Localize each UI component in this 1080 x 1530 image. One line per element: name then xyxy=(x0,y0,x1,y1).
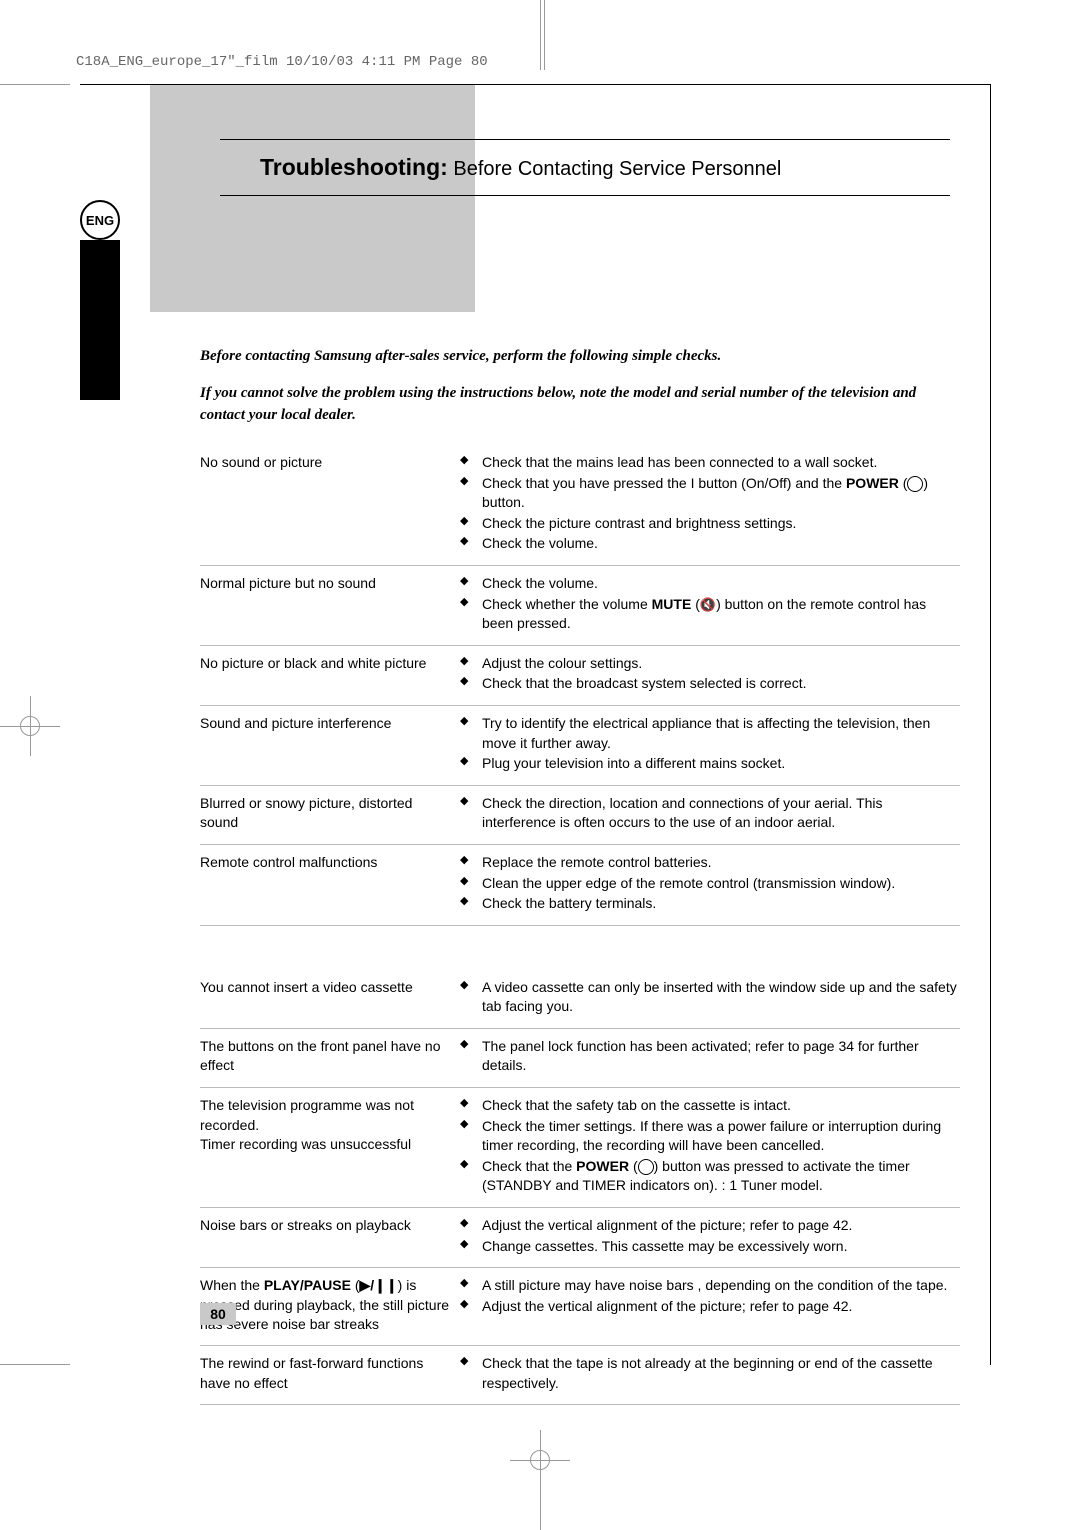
solutions-cell: Try to identify the electrical appliance… xyxy=(460,714,960,775)
solutions-cell: The panel lock function has been activat… xyxy=(460,1037,960,1077)
solution-item: Check the picture contrast and brightnes… xyxy=(460,514,960,534)
solutions-cell: Check that the mains lead has been conne… xyxy=(460,453,960,555)
solution-item: Plug your television into a different ma… xyxy=(460,754,960,774)
solution-item: Adjust the vertical alignment of the pic… xyxy=(460,1216,960,1236)
solution-item: Check that the tape is not already at th… xyxy=(460,1354,960,1393)
solution-item: Check whether the volume MUTE (🔇) button… xyxy=(460,595,960,634)
solution-item: The panel lock function has been activat… xyxy=(460,1037,960,1076)
problem-cell: No sound or picture xyxy=(200,453,460,555)
table-row: Normal picture but no soundCheck the vol… xyxy=(200,566,960,646)
solutions-cell: Check the volume.Check whether the volum… xyxy=(460,574,960,635)
table-row: When the PLAY/PAUSE (▶/❙❙) is pressed du… xyxy=(200,1268,960,1346)
intro-text: Before contacting Samsung after-sales se… xyxy=(200,345,950,427)
table-row: You cannot insert a video cassetteA vide… xyxy=(200,970,960,1029)
problem-cell: The buttons on the front panel have no e… xyxy=(200,1037,460,1077)
intro-line2: If you cannot solve the problem using th… xyxy=(200,382,950,427)
page-frame: ENG Troubleshooting: Before Contacting S… xyxy=(80,84,991,1365)
solution-item: A video cassette can only be inserted wi… xyxy=(460,978,960,1017)
language-badge: ENG xyxy=(80,200,120,240)
solution-item: Adjust the vertical alignment of the pic… xyxy=(460,1297,960,1317)
problem-cell: Noise bars or streaks on playback xyxy=(200,1216,460,1257)
solution-item: Check that the broadcast system selected… xyxy=(460,674,960,694)
table-row: The television programme was not recorde… xyxy=(200,1088,960,1208)
problem-cell: Sound and picture interference xyxy=(200,714,460,775)
solutions-cell: Check that the safety tab on the cassett… xyxy=(460,1096,960,1197)
intro-line1: Before contacting Samsung after-sales se… xyxy=(200,345,950,368)
solution-item: Check the volume. xyxy=(460,534,960,554)
solutions-cell: Adjust the vertical alignment of the pic… xyxy=(460,1216,960,1257)
problem-cell: Blurred or snowy picture, distorted soun… xyxy=(200,794,460,834)
solution-item: Check that the mains lead has been conne… xyxy=(460,453,960,473)
page-title: Troubleshooting: Before Contacting Servi… xyxy=(220,139,950,196)
table-row: Remote control malfunctionsReplace the r… xyxy=(200,845,960,926)
solution-item: Check that you have pressed the I button… xyxy=(460,474,960,513)
solution-item: Change cassettes. This cassette may be e… xyxy=(460,1237,960,1257)
problem-cell: Normal picture but no sound xyxy=(200,574,460,635)
solutions-cell: Adjust the colour settings.Check that th… xyxy=(460,654,960,695)
solution-item: Check the volume. xyxy=(460,574,960,594)
solution-item: Clean the upper edge of the remote contr… xyxy=(460,874,960,894)
problem-cell: Remote control malfunctions xyxy=(200,853,460,915)
solutions-cell: Replace the remote control batteries.Cle… xyxy=(460,853,960,915)
problem-cell: No picture or black and white picture xyxy=(200,654,460,695)
page-number: 80 xyxy=(200,1303,236,1325)
problem-cell: The television programme was not recorde… xyxy=(200,1096,460,1197)
table-row: Noise bars or streaks on playbackAdjust … xyxy=(200,1208,960,1268)
solution-item: Try to identify the electrical appliance… xyxy=(460,714,960,753)
title-bold: Troubleshooting: xyxy=(260,154,448,180)
solutions-cell: A still picture may have noise bars , de… xyxy=(460,1276,960,1335)
solutions-cell: Check that the tape is not already at th… xyxy=(460,1354,960,1394)
table-row: Blurred or snowy picture, distorted soun… xyxy=(200,786,960,845)
gray-corner-block xyxy=(150,85,475,312)
file-header: C18A_ENG_europe_17"_film 10/10/03 4:11 P… xyxy=(76,54,488,70)
title-rest: Before Contacting Service Personnel xyxy=(448,158,782,180)
solution-item: Replace the remote control batteries. xyxy=(460,853,960,873)
table-row: Sound and picture interferenceTry to ide… xyxy=(200,706,960,786)
solution-item: Adjust the colour settings. xyxy=(460,654,960,674)
solution-item: Check the direction, location and connec… xyxy=(460,794,960,833)
solutions-cell: A video cassette can only be inserted wi… xyxy=(460,978,960,1018)
table-row: No picture or black and white pictureAdj… xyxy=(200,646,960,706)
black-side-strip xyxy=(80,240,120,400)
problem-cell: The rewind or fast-forward functions hav… xyxy=(200,1354,460,1394)
solutions-cell: Check the direction, location and connec… xyxy=(460,794,960,834)
table-row: No sound or pictureCheck that the mains … xyxy=(200,445,960,566)
solution-item: Check the battery terminals. xyxy=(460,894,960,914)
solution-item: Check that the safety tab on the cassett… xyxy=(460,1096,960,1116)
solution-item: A still picture may have noise bars , de… xyxy=(460,1276,960,1296)
problem-cell: When the PLAY/PAUSE (▶/❙❙) is pressed du… xyxy=(200,1276,460,1335)
table-row: The rewind or fast-forward functions hav… xyxy=(200,1346,960,1405)
table-row: The buttons on the front panel have no e… xyxy=(200,1029,960,1088)
solution-item: Check the timer settings. If there was a… xyxy=(460,1117,960,1156)
solution-item: Check that the POWER () button was press… xyxy=(460,1157,960,1196)
problem-cell: You cannot insert a video cassette xyxy=(200,978,460,1018)
troubleshooting-table: No sound or pictureCheck that the mains … xyxy=(200,445,960,1405)
